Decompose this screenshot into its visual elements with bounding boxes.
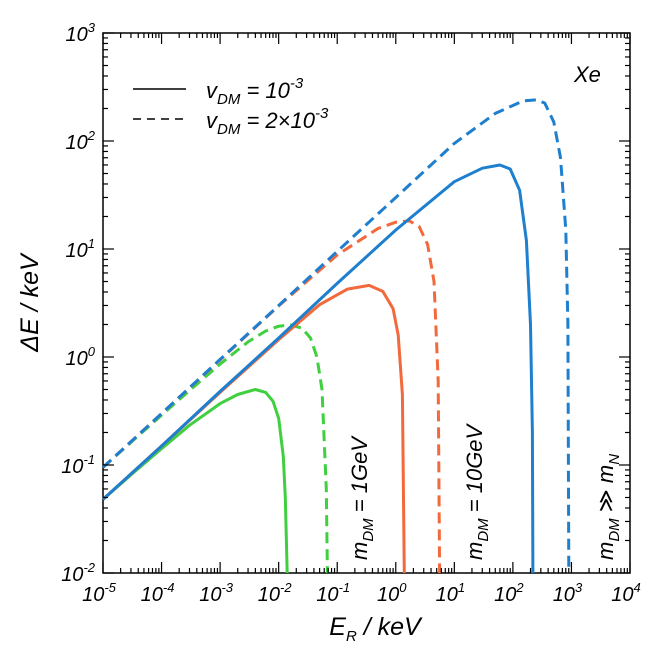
y-tick-label: 100 bbox=[66, 344, 96, 370]
y-tick-label: 103 bbox=[66, 20, 96, 46]
x-axis-title-sub: R bbox=[346, 628, 357, 645]
x-tick-label: 10-1 bbox=[316, 580, 350, 606]
x-axis-title: ER / keV bbox=[329, 613, 423, 645]
plot-frame bbox=[102, 32, 631, 574]
series-layer bbox=[101, 98, 571, 574]
y-tick-label: 10-1 bbox=[61, 452, 95, 478]
x-tick-label: 10-2 bbox=[258, 580, 293, 606]
x-tick-label: 103 bbox=[553, 580, 583, 606]
x-tick-label: 10-5 bbox=[82, 580, 117, 606]
x-tick-label: 10-3 bbox=[199, 580, 234, 606]
x-axis-title-main: E bbox=[329, 613, 346, 641]
x-tick-label: 102 bbox=[494, 580, 524, 606]
mass-label-heavy: mDM ≫ mN bbox=[593, 454, 623, 560]
series-blue-dashed bbox=[101, 98, 571, 574]
y-tick-label: 102 bbox=[66, 128, 96, 154]
mass-label-1gev: mDM = 1GeV bbox=[347, 435, 377, 560]
x-tick-label: 10-4 bbox=[141, 580, 175, 606]
y-axis-title: ΔE / keV bbox=[16, 252, 44, 353]
y-tick-label: 101 bbox=[66, 236, 95, 262]
legend-entry-dashed: vDM = 2×10-3 bbox=[206, 105, 329, 138]
legend: vDM = 10-3 vDM = 2×10-3 bbox=[133, 75, 329, 138]
y-tick-label: 10-2 bbox=[61, 560, 96, 586]
x-axis-title-rest: / keV bbox=[357, 613, 423, 641]
tick-layer: 10-5 10-4 10-3 10-2 10-1 100 101 102 103 104 10-2 1… bbox=[61, 20, 641, 606]
mass-label-10gev: mDM = 10GeV bbox=[462, 422, 492, 560]
target-label: Xe bbox=[573, 62, 601, 87]
series-green-solid bbox=[102, 388, 289, 574]
x-tick-label: 100 bbox=[377, 580, 407, 606]
series-blue-solid bbox=[101, 163, 535, 574]
x-tick-label: 101 bbox=[436, 580, 465, 606]
legend-entry-solid: vDM = 10-3 bbox=[206, 75, 304, 108]
x-tick-label: 104 bbox=[611, 580, 640, 606]
